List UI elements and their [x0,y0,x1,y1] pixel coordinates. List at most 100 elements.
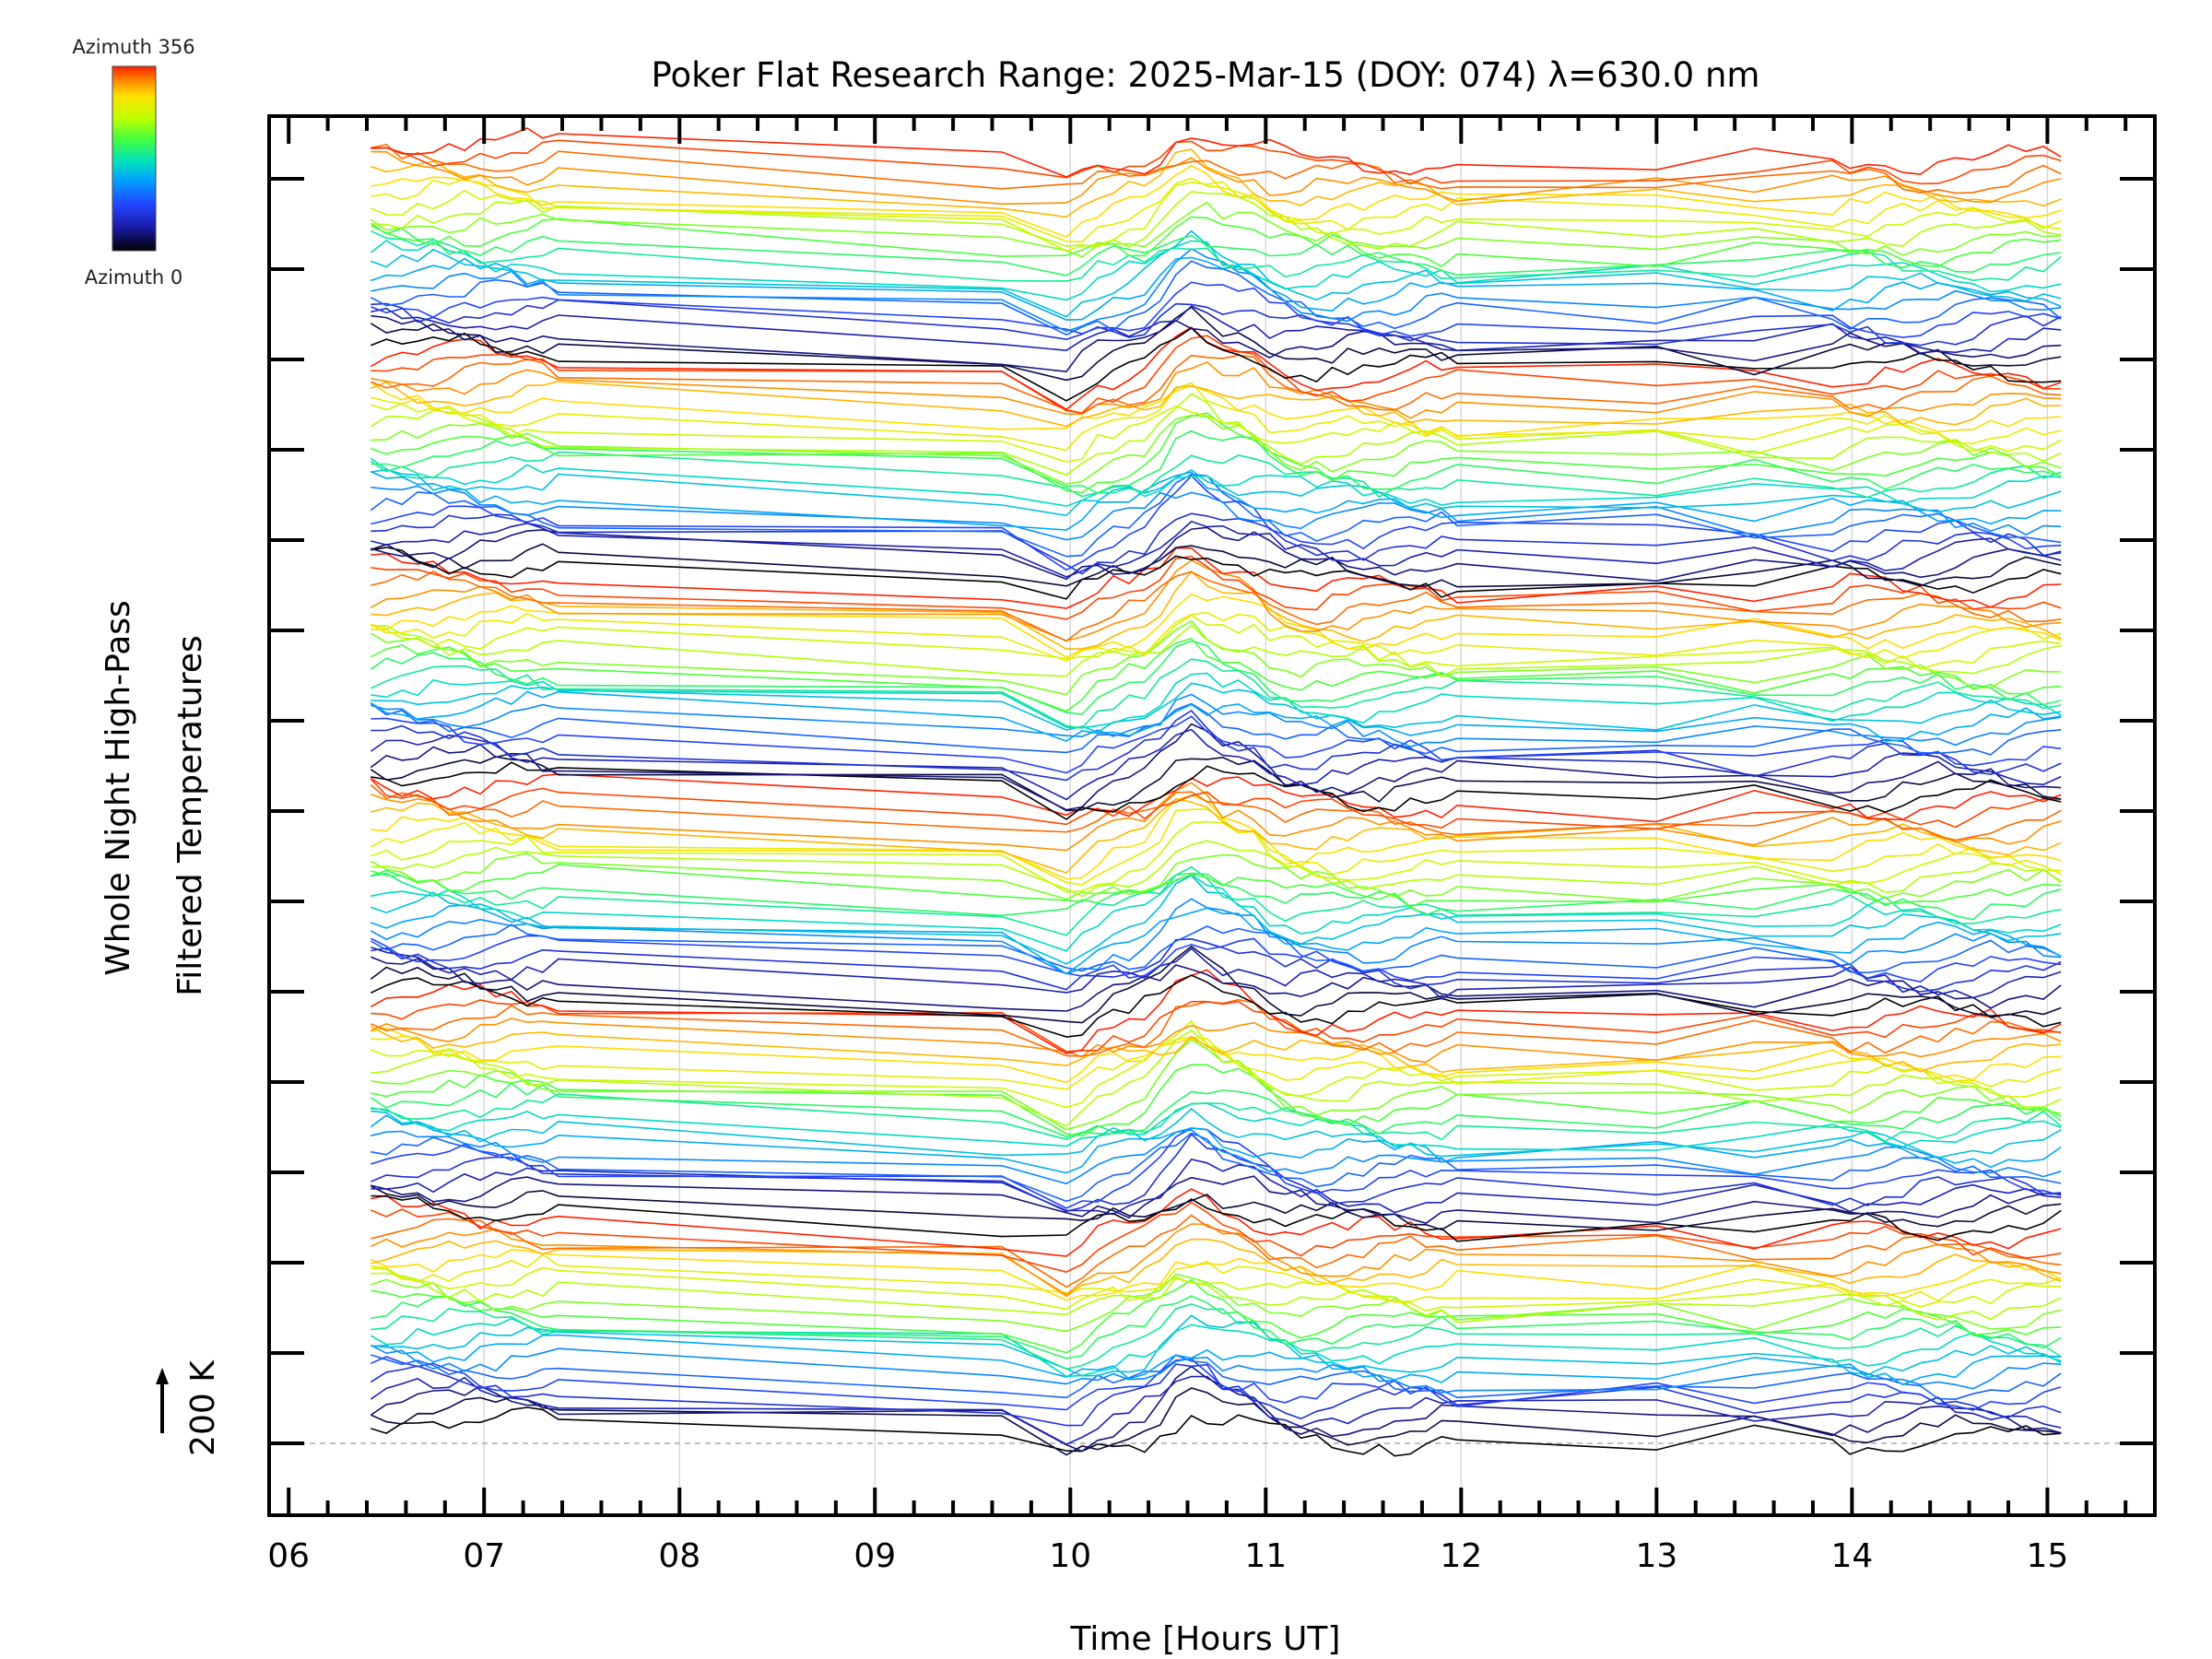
series-line [371,547,2062,609]
series-line [370,658,2062,729]
series-line [371,1127,2062,1209]
series-line [370,1025,2062,1074]
series-line [371,761,2062,820]
series-line [371,181,2062,253]
series-line [371,1027,2062,1084]
series-line [371,1035,2062,1090]
series-line [370,1375,2062,1445]
series-line [370,852,2062,902]
series-line [371,904,2062,975]
series-line [371,299,2062,347]
series-line [370,935,2062,983]
series-line [371,412,2062,494]
series-line [370,808,2062,886]
series-line [371,150,2062,206]
series-line [370,1363,2062,1427]
series-line [371,782,2062,852]
series-line [371,956,2062,1012]
series-line [371,1266,2062,1312]
series-line [370,1344,2062,1394]
series-line [371,485,2062,541]
series-line [370,1356,2062,1411]
series-line [370,1185,2062,1231]
series-line [371,314,2062,373]
series-line [371,526,2062,582]
series-line [371,144,2062,194]
series-line [371,1214,2062,1288]
series-line [371,543,2062,588]
series-line [370,945,2062,1024]
series-line [371,797,2062,874]
series-line [371,354,2062,414]
series-line [371,1334,2062,1386]
series-line [371,1302,2062,1371]
x-axis-label: Time [Hours UT] [1070,1620,1341,1658]
series-line [370,1223,2062,1296]
series-line [371,429,2062,494]
series-line [371,570,2062,642]
series-line [370,640,2062,715]
series-line [370,240,2062,301]
series-line [371,1175,2062,1225]
x-tick-label: 13 [1635,1537,1677,1575]
series-line [370,611,2062,662]
series-line [371,593,2062,659]
series-line [371,865,2062,936]
series-line [370,637,2062,712]
series-line [370,998,2062,1057]
series-line [370,470,2062,531]
series-line [370,1114,2062,1174]
series-line [370,393,2062,477]
x-tick-label: 10 [1049,1537,1091,1575]
series-line [371,693,2062,747]
series-line [371,672,2062,729]
series-line [370,1018,2062,1064]
series-line [371,381,2062,428]
series-line [370,451,2062,499]
y-axis-label-line2: Filtered Temperatures [171,635,209,996]
series-line [371,864,2062,909]
series-line [370,773,2062,823]
series-line [371,1273,2062,1333]
x-tick-label: 14 [1830,1537,1873,1575]
series-line [371,794,2062,880]
plot-frame [267,114,2157,1517]
series-line [370,457,2062,507]
series-line [371,1019,2062,1109]
series-line [371,715,2062,774]
series-line [371,999,2062,1053]
series-line [371,468,2062,517]
series-line [370,1317,2062,1378]
series-line [370,690,2062,742]
series-line [371,1194,2062,1242]
series-line [371,520,2062,578]
series-line [371,570,2062,651]
series-line [371,840,2062,898]
series-line [370,974,2062,1038]
series-line [371,164,2062,239]
series-line [370,619,2062,696]
series-line [370,1082,2062,1138]
series-line [370,778,2062,830]
series-line [371,1129,2062,1185]
series-line [371,403,2062,463]
series-line [371,1406,2062,1457]
series-line [371,1159,2062,1216]
series-line [371,305,2062,354]
series-line [370,326,2062,411]
series-line [370,229,2062,282]
x-tick-label: 12 [1440,1537,1482,1575]
chart-title: Poker Flat Research Range: 2025-Mar-15 (… [652,55,1760,95]
x-tick-label: 07 [463,1537,505,1575]
data-series [370,127,2062,1457]
y-axis-label-line1: Whole Night High-Pass [100,600,137,976]
series-line [370,783,2062,841]
series-line [371,555,2062,620]
series-line [370,381,2062,438]
series-line [370,1201,2062,1273]
series-line [371,139,2062,185]
series-line [370,756,2062,812]
x-tick-label: 06 [267,1537,310,1575]
series-line [371,709,2062,782]
series-line [371,820,2062,893]
